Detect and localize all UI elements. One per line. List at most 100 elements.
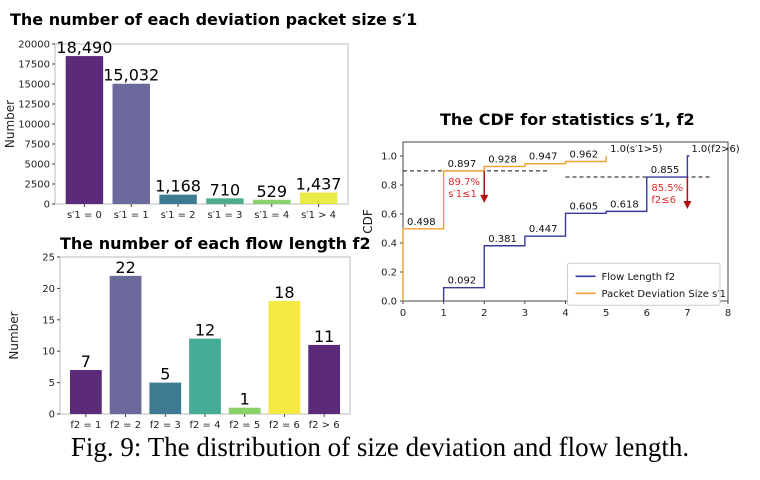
- point-label: 0.928: [488, 154, 517, 165]
- point-label: 0.605: [570, 201, 599, 212]
- x-tick-label: 5: [603, 308, 609, 319]
- y-tick-label: 0: [49, 410, 55, 421]
- y-tick-label: 12500: [18, 100, 50, 111]
- point-label: 0.618: [610, 199, 639, 210]
- bar-data-label: 529: [256, 182, 287, 201]
- x-tick-label: 2: [481, 308, 487, 319]
- bar-data-label: 15,032: [103, 66, 159, 85]
- y-tick-label: 10000: [18, 120, 50, 131]
- series-line: [402, 155, 607, 301]
- bar: [189, 338, 221, 414]
- series-line: [442, 155, 690, 301]
- bar-data-label: 18: [274, 283, 294, 302]
- x-tick-label: f2 > 6: [309, 420, 340, 431]
- legend-box: [567, 262, 721, 306]
- bar-data-label: 710: [210, 180, 241, 199]
- y-tick-label: 0.4: [381, 238, 397, 249]
- annotation-text: 85.5%: [651, 183, 683, 194]
- y-tick-label: 0.2: [381, 267, 397, 278]
- x-tick-label: f2 = 3: [150, 420, 181, 431]
- bar: [149, 382, 182, 414]
- bar: [308, 344, 341, 414]
- x-tick-label: 6: [644, 308, 650, 319]
- x-tick-label: s′1 = 3: [207, 210, 242, 221]
- point-label: 1.0(f2>6): [691, 144, 739, 155]
- point-label: 0.962: [570, 150, 599, 161]
- bar-data-label: 1,437: [296, 175, 342, 194]
- annotation-text: f2≤6: [651, 195, 676, 206]
- point-label: 0.897: [448, 159, 477, 170]
- point-label: 0.947: [529, 152, 558, 163]
- y-tick-label: 20: [42, 284, 55, 295]
- bar: [206, 198, 244, 204]
- bar-data-label: 11: [314, 327, 334, 346]
- y-axis-label: Number: [3, 100, 17, 148]
- bar-data-label: 5: [160, 365, 170, 384]
- point-label: 0.381: [488, 234, 517, 245]
- y-axis-label: Number: [7, 311, 21, 359]
- bar: [253, 199, 291, 204]
- bar-chart-flow-length: 0 5 10 15 20 25 Number 7 f2 = 1 22 f2 = 2 5 f2 = 3 12…: [7, 253, 351, 431]
- point-label: 0.855: [651, 165, 680, 176]
- bar: [299, 192, 338, 204]
- bar-data-label: 22: [115, 258, 135, 277]
- bar: [159, 194, 197, 204]
- x-tick-label: 1: [440, 308, 446, 319]
- y-tick-label: 25: [42, 253, 55, 264]
- x-tick-label: f2 = 6: [269, 420, 300, 431]
- bar-data-label: 7: [81, 352, 91, 371]
- legend-label: Flow Length f2: [602, 272, 676, 283]
- y-tick-label: 0.8: [381, 180, 397, 191]
- y-tick-label: 0.6: [381, 209, 397, 220]
- y-tick-label: 0.0: [381, 297, 397, 308]
- bar-data-label: 1: [240, 390, 250, 409]
- x-tick-label: 8: [725, 308, 731, 319]
- x-tick-label: f2 = 4: [190, 420, 221, 431]
- bar: [112, 83, 150, 204]
- x-tick-label: s′1 = 2: [161, 210, 196, 221]
- bar: [65, 56, 104, 204]
- cdf-chart-title: The CDF for statistics s′1, f2: [440, 110, 695, 129]
- y-tick-label: 15000: [18, 80, 50, 91]
- y-axis-label: CDF: [361, 209, 375, 234]
- annotation-text: 89.7%: [448, 177, 480, 188]
- bar-chart-1-title: The number of each deviation packet size…: [10, 10, 418, 29]
- bar-data-label: 1,168: [155, 177, 201, 196]
- bar: [228, 407, 261, 414]
- bar: [109, 275, 142, 414]
- x-tick-label: f2 = 2: [110, 420, 141, 431]
- figure-caption: Fig. 9: The distribution of size deviati…: [70, 432, 690, 462]
- x-tick-label: 4: [562, 308, 568, 319]
- x-tick-label: s′1 = 0: [67, 210, 102, 221]
- y-tick-label: 2500: [25, 180, 50, 191]
- point-label: 0.092: [448, 276, 477, 287]
- x-tick-label: s′1 > 4: [301, 210, 336, 221]
- x-tick-label: 7: [684, 308, 690, 319]
- y-tick-label: 1.0: [381, 151, 397, 162]
- point-label: 0.447: [529, 224, 558, 235]
- annotation-arrow-head: [480, 194, 489, 203]
- bar-data-label: 18,490: [56, 38, 112, 57]
- bar: [69, 370, 102, 414]
- y-tick-label: 5: [49, 378, 55, 389]
- point-label: 1.0(s′1>5): [610, 144, 662, 155]
- x-tick-label: f2 = 5: [229, 420, 260, 431]
- y-tick-label: 20000: [18, 40, 50, 51]
- annotation-arrow-head: [683, 201, 692, 210]
- bar: [268, 300, 301, 414]
- y-tick-label: 7500: [25, 140, 50, 151]
- y-tick-label: 10: [42, 347, 55, 358]
- y-tick-label: 17500: [18, 60, 50, 71]
- x-tick-label: 0: [400, 308, 406, 319]
- bar-chart-2-title: The number of each flow length f2: [60, 234, 371, 253]
- y-tick-label: 15: [42, 315, 55, 326]
- bar-chart-deviation-size: 0 2500 5000 7500 10000 12500 15000 17500 20000 Nu…: [3, 38, 349, 221]
- y-tick-label: 5000: [25, 160, 50, 171]
- legend-label: Packet Deviation Size s′1: [602, 289, 726, 300]
- bar-data-label: 12: [195, 321, 215, 340]
- x-tick-label: f2 = 1: [70, 420, 101, 431]
- point-label: 0.498: [407, 217, 436, 228]
- x-tick-label: 3: [522, 308, 528, 319]
- x-tick-label: s′1 = 1: [114, 210, 149, 221]
- x-tick-label: s′1 = 4: [254, 210, 289, 221]
